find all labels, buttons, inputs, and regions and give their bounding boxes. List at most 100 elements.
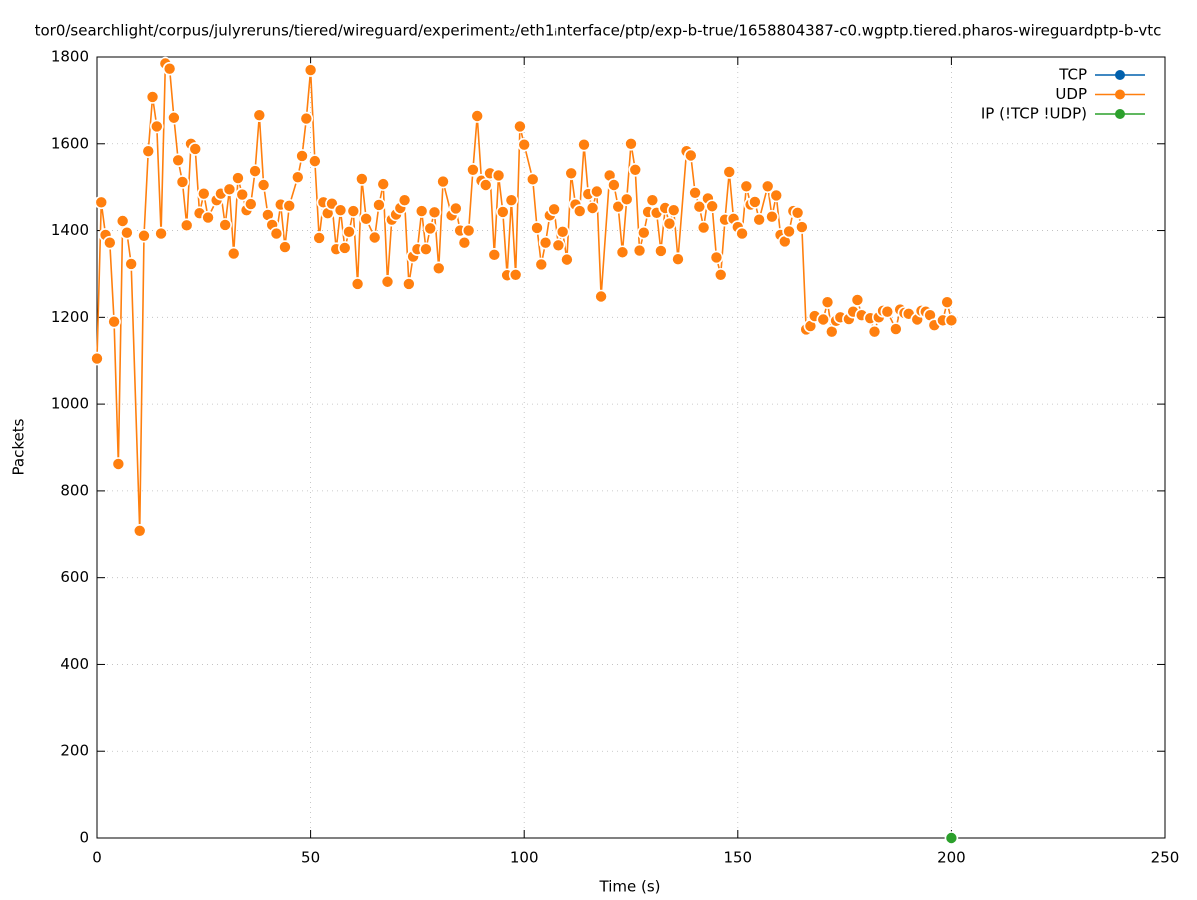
data-point: [436, 174, 450, 189]
x-axis-label: Time (s): [599, 878, 661, 896]
data-point: [355, 172, 369, 186]
data-point: [790, 205, 805, 220]
data-point: [303, 63, 318, 77]
data-point: [517, 137, 532, 152]
data-point: [449, 201, 463, 216]
data-point: [295, 149, 309, 163]
y-tick-label: 200: [60, 742, 89, 760]
data-point: [278, 240, 292, 254]
data-point: [132, 524, 147, 538]
data-point: [115, 214, 130, 228]
y-tick-label: 1000: [51, 395, 89, 413]
data-point: [457, 235, 472, 250]
data-point: [530, 221, 544, 235]
x-tick-label: 250: [1151, 849, 1180, 867]
data-point: [423, 221, 438, 236]
data-point: [739, 179, 754, 194]
data-point: [367, 230, 382, 245]
y-tick-label: 600: [60, 568, 89, 586]
data-point: [782, 224, 796, 239]
data-point: [504, 193, 519, 207]
data-point: [372, 198, 386, 212]
data-point: [525, 172, 540, 187]
data-point: [572, 204, 587, 218]
data-point: [889, 322, 903, 336]
data-point: [880, 304, 895, 319]
data-point: [590, 184, 604, 199]
data-point: [248, 164, 262, 178]
y-tick-label: 1600: [51, 134, 89, 152]
y-tick-label: 800: [60, 481, 89, 499]
data-point: [218, 218, 232, 232]
x-tick-label: 50: [301, 849, 320, 867]
data-point: [414, 204, 429, 218]
data-point: [760, 179, 775, 194]
data-point: [308, 154, 322, 168]
x-tick-label: 200: [937, 849, 966, 867]
data-point: [107, 314, 121, 329]
data-point: [290, 170, 305, 184]
data-point: [333, 203, 348, 217]
y-tick-label: 1800: [51, 48, 89, 66]
data-point: [94, 195, 109, 210]
data-point: [141, 144, 156, 158]
data-point: [226, 246, 241, 261]
data-point: [120, 225, 134, 240]
data-point: [90, 351, 104, 366]
y-tick-label: 1400: [51, 221, 89, 239]
data-point: [337, 241, 352, 255]
data-point: [243, 197, 258, 211]
data-point: [376, 177, 391, 191]
data-point: [175, 175, 190, 189]
data-point: [145, 90, 160, 104]
data-point: [167, 110, 181, 125]
data-point: [359, 212, 373, 226]
data-point: [496, 205, 510, 219]
data-point: [222, 182, 237, 197]
chart-title: tor0/searchlight/corpus/julyreruns/tiere…: [35, 22, 1162, 40]
data-point: [850, 293, 865, 307]
data-point: [252, 108, 267, 122]
x-tick-label: 150: [723, 849, 752, 867]
data-point: [645, 193, 660, 207]
data-point: [564, 166, 578, 181]
data-point: [611, 199, 625, 214]
data-point: [666, 203, 681, 217]
data-point: [547, 202, 561, 217]
data-point: [752, 212, 766, 227]
x-tick-label: 0: [92, 849, 102, 867]
legend-marker: [1115, 109, 1125, 119]
data-point: [560, 252, 574, 267]
data-point: [103, 235, 117, 250]
data-point: [508, 268, 523, 282]
data-point: [299, 111, 314, 126]
data-point: [628, 163, 643, 177]
legend-label: UDP: [1055, 85, 1087, 103]
data-point: [944, 831, 959, 845]
data-point: [615, 245, 630, 260]
data-point: [269, 226, 284, 241]
data-point: [551, 238, 566, 253]
data-point: [795, 220, 809, 234]
data-point: [585, 201, 600, 215]
data-point: [632, 243, 647, 258]
data-point: [577, 137, 591, 152]
data-point: [534, 257, 549, 272]
data-point: [491, 168, 506, 183]
data-point: [820, 295, 835, 309]
data-point: [594, 289, 608, 304]
data-point: [137, 228, 151, 243]
data-point: [466, 163, 480, 177]
data-point: [380, 274, 395, 289]
data-point: [231, 171, 245, 185]
data-point: [461, 223, 476, 238]
data-point: [150, 119, 164, 134]
data-point: [692, 199, 707, 214]
data-point: [487, 248, 502, 262]
y-tick-label: 400: [60, 655, 89, 673]
data-point: [513, 119, 527, 134]
data-point: [427, 205, 442, 220]
data-point: [709, 250, 724, 265]
data-point: [671, 252, 685, 266]
legend-label: TCP: [1058, 66, 1087, 84]
